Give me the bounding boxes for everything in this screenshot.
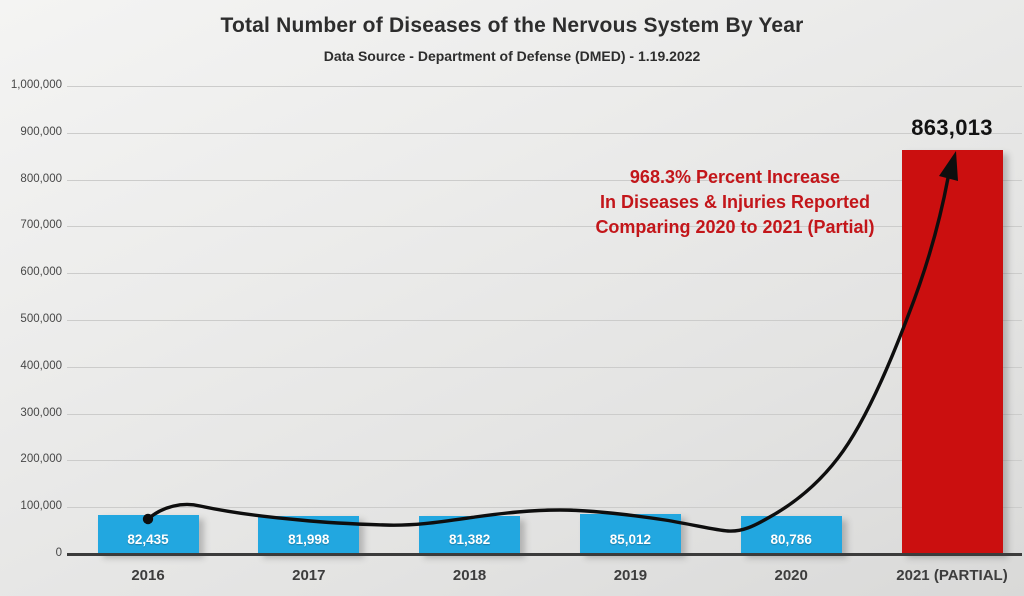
- annotation-line-2: In Diseases & Injuries Reported: [599, 192, 871, 212]
- y-axis-tick-label: 900,000: [20, 125, 62, 138]
- gridline: [67, 507, 1022, 509]
- annotation-line-1: 968.3% Percent Increase: [629, 167, 841, 187]
- y-axis-tick-label: 600,000: [20, 266, 62, 279]
- y-axis-tick-label: 700,000: [20, 219, 62, 232]
- gridline: [67, 132, 1022, 134]
- x-axis-tick-label: 2016: [131, 567, 165, 584]
- bar-value-label: 81,382: [448, 531, 491, 547]
- x-axis-tick-label: 2021 (PARTIAL): [896, 567, 1008, 584]
- x-axis-tick-label: 2018: [452, 567, 487, 584]
- bar-2018: 81,382: [419, 515, 521, 554]
- peak-value-callout: 863,013: [911, 115, 993, 140]
- annotation-line-3: Comparing 2020 to 2021 (Partial): [595, 217, 875, 237]
- y-axis-tick-label: 400,000: [20, 359, 62, 372]
- gridline: [67, 366, 1022, 368]
- x-axis-tick-label: 2019: [613, 567, 648, 584]
- gridline: [67, 320, 1022, 321]
- percent-increase-annotation: 968.3% Percent Increase In Diseases & In…: [535, 165, 935, 240]
- bar-value-label: 80,786: [770, 531, 812, 547]
- bar-2020: 80,786: [740, 516, 842, 554]
- y-axis-tick-label: 800,000: [20, 172, 62, 185]
- y-axis-tick-label: 300,000: [20, 406, 62, 419]
- y-axis-tick-label: 500,000: [20, 313, 62, 325]
- bar-value-label: 82,435: [127, 531, 169, 547]
- chart-title: Total Number of Diseases of the Nervous …: [220, 14, 804, 37]
- gridline: [67, 273, 1022, 275]
- y-axis-tick-label: 100,000: [20, 500, 62, 513]
- y-axis-tick-label: 1,000,000: [10, 79, 62, 91]
- bar-value-label: 85,012: [609, 531, 652, 547]
- x-axis-tick-label: 2020: [774, 567, 808, 584]
- bar-2016: 82,435: [97, 515, 199, 554]
- x-axis-baseline: [67, 553, 1022, 556]
- bar-2017: 81,998: [258, 515, 360, 554]
- gridline: [67, 460, 1022, 462]
- x-axis-tick-label: 2017: [292, 567, 326, 584]
- y-axis-tick-label: 200,000: [20, 453, 62, 466]
- bar-value-label: 81,998: [288, 531, 330, 547]
- y-axis-tick-label: 0: [55, 547, 62, 559]
- chart-subtitle: Data Source - Department of Defense (DME…: [323, 48, 701, 64]
- gridline: [67, 413, 1022, 415]
- gridline: [67, 86, 1022, 87]
- bar-2019: 85,012: [579, 514, 681, 554]
